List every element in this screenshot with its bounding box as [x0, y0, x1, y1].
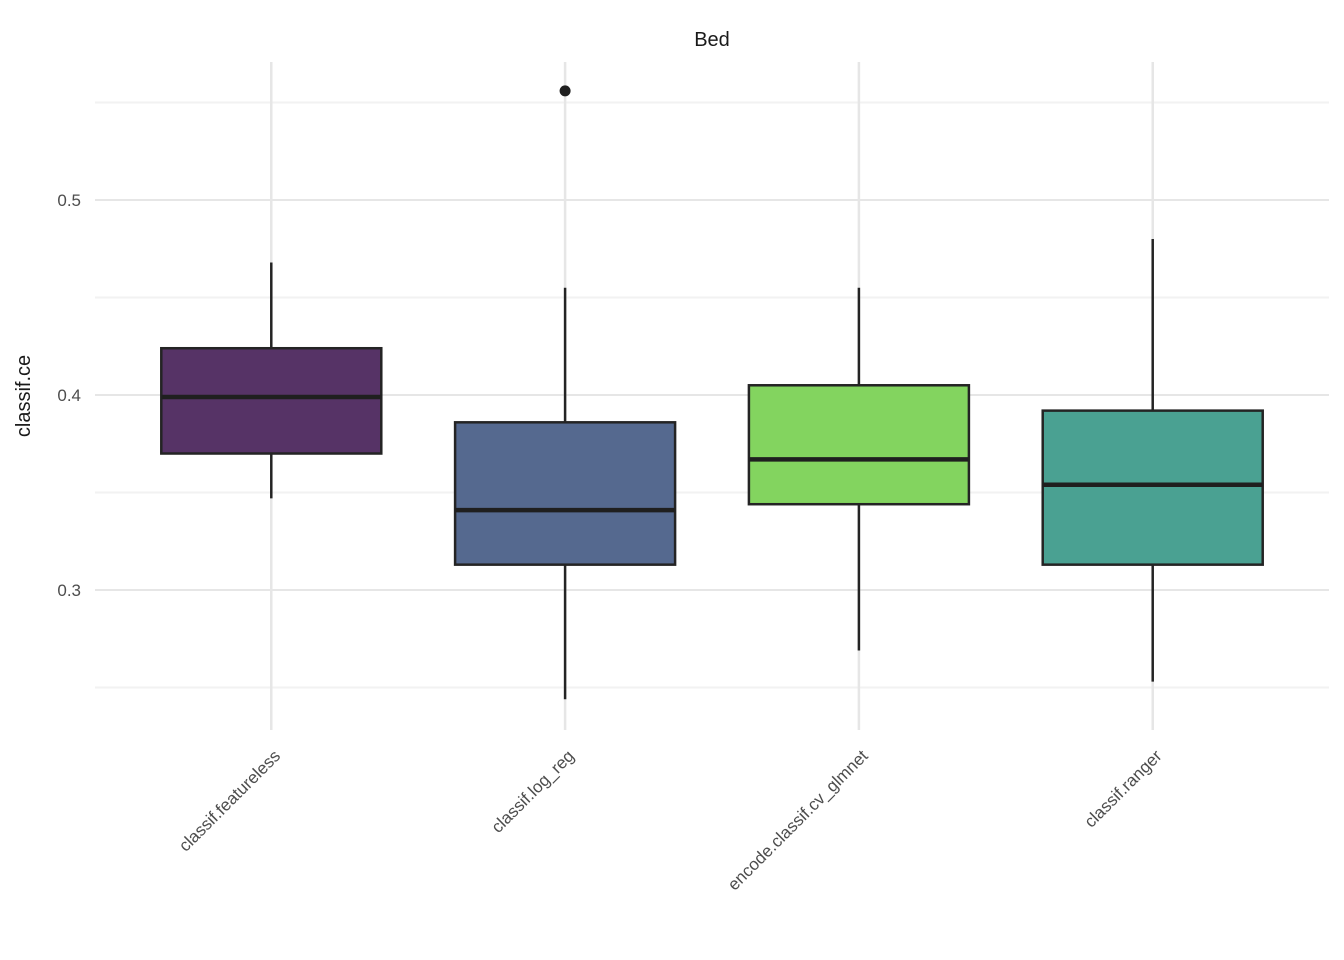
iqr-box: [160, 346, 383, 455]
y-tick-label: 0.3: [57, 581, 81, 600]
iqr-box: [1041, 409, 1264, 566]
y-tick-label: 0.4: [57, 386, 81, 405]
box-encode.classif.cv_glmnet: [747, 287, 971, 651]
iqr-box: [453, 421, 677, 566]
y-tick-label: 0.5: [57, 191, 81, 210]
chart-title: Bed: [694, 29, 730, 51]
x-tick-label: classif.ranger: [1081, 746, 1166, 831]
box-classif.ranger: [1041, 239, 1264, 682]
outlier-point: [559, 85, 571, 97]
box-classif.log_reg: [453, 85, 677, 700]
iqr-box: [747, 384, 971, 506]
y-axis-title: classif.ce: [13, 355, 35, 437]
x-tick-label: classif.log_reg: [488, 746, 578, 836]
x-tick-label: encode.classif.cv_glmnet: [724, 746, 872, 894]
x-tick-label: classif.featureless: [175, 746, 284, 855]
box-classif.featureless: [160, 262, 383, 499]
